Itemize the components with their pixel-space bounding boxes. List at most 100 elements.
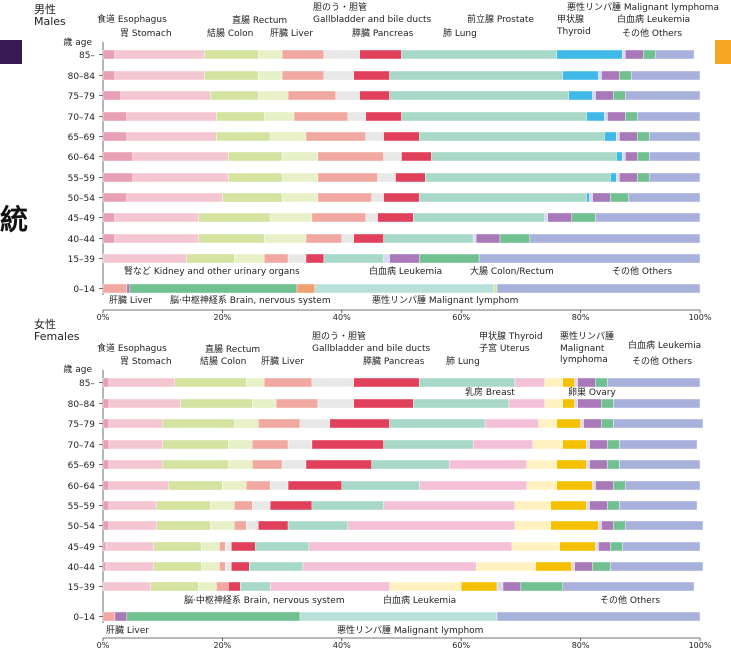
f-bar-segment-ovary <box>556 480 593 491</box>
m-bar-segment-esophagus <box>102 111 128 122</box>
m-label-colon: 結腸 Colon <box>207 29 254 39</box>
m-bar-segment-liver <box>305 131 366 142</box>
f-label-liver: 肝臓 Liver <box>261 357 304 367</box>
f-bar-segment-lymphoma <box>589 459 608 470</box>
f-bar-segment-breast <box>308 541 513 552</box>
m-bar-segment-thyroid <box>544 212 548 223</box>
f-bar-segment-colon <box>174 377 247 388</box>
m-bar-segment-leukemia <box>613 90 626 101</box>
m-bar-segment-lung <box>389 90 569 101</box>
m-age-label: 85– <box>79 51 95 61</box>
f-bar-segment-breast <box>383 500 516 511</box>
f-bar-segment-liver <box>219 561 226 572</box>
m-bar-segment-leukemia <box>637 172 650 183</box>
f-bar-segment-leukemia <box>613 480 626 491</box>
f-bar-segment-lung <box>413 398 510 409</box>
m-bar-segment-pancreas <box>353 233 384 244</box>
m-bar-segment-leukemia <box>643 49 656 60</box>
f-bar-segment-gallbladder <box>252 500 271 511</box>
f-bar-segment-lung <box>419 377 516 388</box>
f-label-stomach: 胃 Stomach <box>120 357 172 367</box>
f-bar-segment-ovary <box>550 500 587 511</box>
f-bar-segment-liver <box>216 581 229 592</box>
f-bar-segment-lung <box>389 418 486 429</box>
f-bar-segment-gallbladder <box>225 541 232 552</box>
f-bar-segment-breast <box>419 480 528 491</box>
m-bar-segment-esophagus <box>102 172 134 183</box>
f-bar-segment-esophagus <box>102 480 110 491</box>
f-age-label: 60–64 <box>68 482 96 492</box>
f-bar-segment-pancreas <box>353 377 420 388</box>
m-bar-segment-rectum <box>258 49 283 60</box>
f-bar-segment-others <box>496 611 701 622</box>
f-bar-segment-stomach <box>108 418 163 429</box>
m-bar-segment-prostate <box>556 49 623 60</box>
f-bar-segment-others <box>619 500 698 511</box>
m-bar-segment-pancreas <box>383 131 420 142</box>
m-label-pancreas: 膵臓 Pancreas <box>352 29 414 39</box>
f-bar-segment-lung <box>249 561 304 572</box>
m-bar-segment-rectum <box>258 90 289 101</box>
f-bar-segment-stomach <box>108 398 181 409</box>
f-bar-segment-breast <box>472 439 534 450</box>
f-age-label: 45–49 <box>68 543 96 553</box>
f-bar-segment-rectum <box>228 459 253 470</box>
f-bar-segment-leukemia <box>601 398 614 409</box>
m-bar-segment-others <box>649 151 701 162</box>
f-x-tick-label: 40% <box>333 641 351 650</box>
m-bar-segment-colon <box>186 253 235 264</box>
f-bar-segment-uterus <box>511 541 560 552</box>
f-bar-segment-uterus <box>475 561 537 572</box>
f-bar-segment-liver <box>234 520 247 531</box>
f-bar-segment-stomach <box>108 439 163 450</box>
m-label-thyroid-jp: 甲状腺 <box>557 15 585 25</box>
f-bar-segment-esophagus <box>102 500 110 511</box>
f-bar-segment-others <box>619 459 701 470</box>
f-bar-segment-lung <box>383 439 474 450</box>
f-bar-segment-breast <box>508 398 545 409</box>
f-bar-segment-colon <box>153 561 202 572</box>
m-bar-segment-stomach <box>114 49 205 60</box>
f-bar-segment-gallbladder <box>299 418 331 429</box>
f-bar-segment-rectum <box>201 541 220 552</box>
m-bar-segment-liver <box>102 283 128 294</box>
m-bar-segment-lung <box>425 172 611 183</box>
m-bar-segment-esophagus <box>102 151 134 162</box>
m-bar-segment-prostate <box>562 70 599 81</box>
m-bar-segment-thyroid <box>472 233 477 244</box>
m-bar-segment-stomach <box>126 192 223 203</box>
m-bar-segment-liver <box>287 90 337 101</box>
m-bar-segment-thyroid <box>616 172 620 183</box>
m-bar-segment-colon <box>222 192 283 203</box>
f-bar-segment-lymphoma <box>601 520 614 531</box>
f-bar-segment-esophagus <box>102 541 107 552</box>
f-bar-segment-thyroid <box>586 459 590 470</box>
f-bar-segment-breast <box>269 581 390 592</box>
m-bar-segment-others <box>595 212 701 223</box>
m-x-tick-label: 60% <box>452 313 470 322</box>
f-bar-segment-leukemia <box>607 459 620 470</box>
m-x-tick-label: 40% <box>333 313 351 322</box>
m-bar-segment-pancreas <box>359 90 390 101</box>
m-bar-segment-others <box>625 90 701 101</box>
f-bar-segment-uterus <box>526 459 557 470</box>
f-label-lymph-en1: Malignant <box>560 344 605 354</box>
m-bar-segment-esophagus <box>102 70 116 81</box>
f-label-ovary: 卵巣 Ovary <box>568 388 616 398</box>
f-bar-segment-thyroid <box>571 561 575 572</box>
m-bar-segment-prostate <box>586 192 590 203</box>
f-bar-segment-colon <box>162 418 235 429</box>
f-bar-segment-stomach <box>102 581 151 592</box>
f-age-label: 80–84 <box>68 400 96 410</box>
m-bar-segment-stomach <box>126 111 217 122</box>
f-label-colon: 結腸 Colon <box>200 357 247 367</box>
m-x-tick-label: 20% <box>214 313 232 322</box>
f-bar-segment-uterus <box>514 520 551 531</box>
m-bar-segment-gallbladder <box>287 253 307 264</box>
f-label-lymph-jp: 悪性リンパ腫 <box>560 332 615 342</box>
m-bar-segment-colon <box>228 151 283 162</box>
m-bar-segment-colon <box>204 49 259 60</box>
females-chart: 歳 age 85– 80–84 75–79 70–74 65–69 60–64 55–59 50… <box>63 363 711 650</box>
f-age-label: 40–44 <box>68 563 96 573</box>
f-bar-segment-rectum <box>210 500 235 511</box>
